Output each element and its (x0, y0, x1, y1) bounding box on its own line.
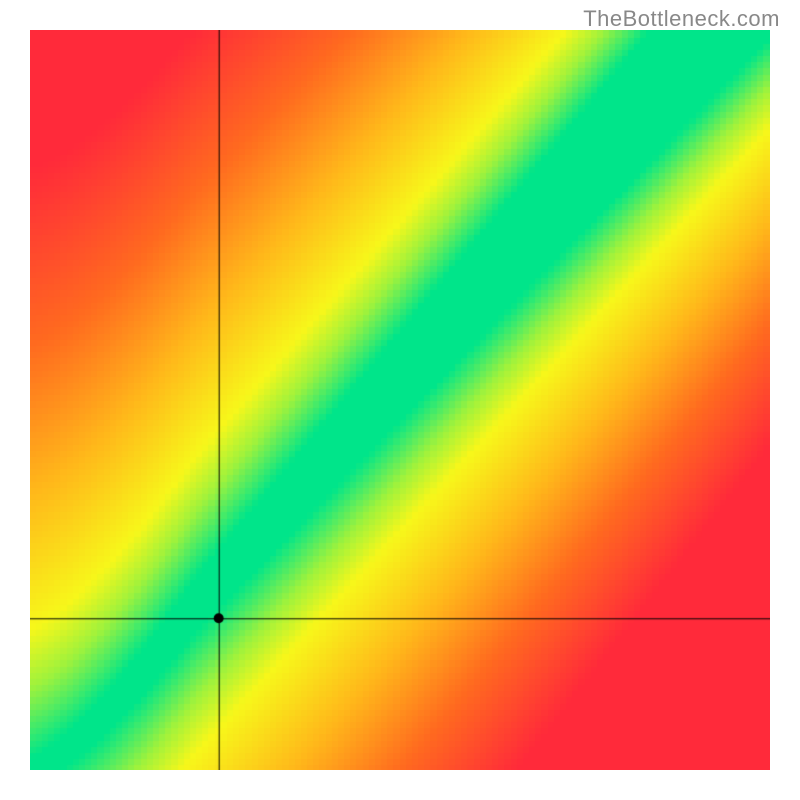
heatmap-canvas (30, 30, 770, 770)
chart-container: TheBottleneck.com (0, 0, 800, 800)
chart-plot-area (30, 30, 770, 770)
watermark-text: TheBottleneck.com (583, 6, 780, 32)
